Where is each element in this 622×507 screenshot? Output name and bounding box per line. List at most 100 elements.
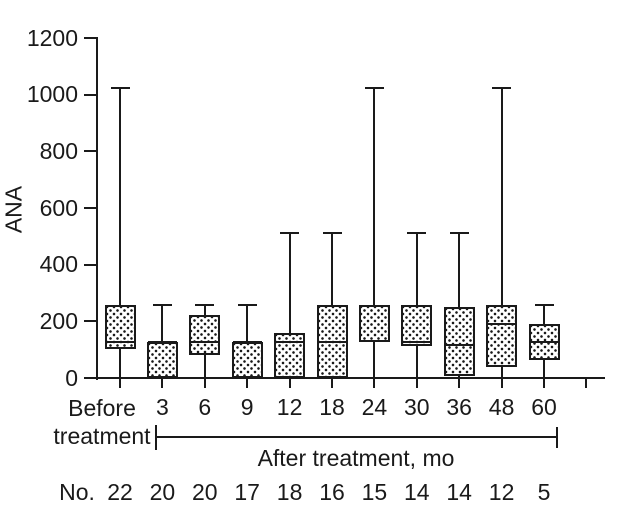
sample-size-value: 17 (234, 479, 260, 505)
upper-whisker-cap (492, 86, 512, 89)
upper-whisker-line (119, 87, 121, 306)
median-line (105, 340, 135, 343)
upper-whisker-cap (152, 304, 172, 307)
after-treatment-bracket-right-tick (556, 427, 558, 448)
upper-whisker-cap (280, 231, 300, 234)
y-axis-tick (84, 93, 97, 96)
upper-whisker-cap (195, 304, 215, 307)
median-line (190, 340, 220, 343)
median-line (147, 340, 177, 343)
median-line (232, 340, 262, 343)
median-line (359, 340, 389, 343)
x-axis-line (96, 377, 605, 379)
sample-size-value: 18 (276, 479, 303, 505)
y-tick-label: 600 (39, 194, 78, 221)
y-axis-tick (84, 377, 97, 379)
box-iqr (146, 341, 178, 378)
upper-whisker-cap (534, 304, 554, 307)
x-category-label: 12 (276, 394, 303, 420)
lower-whisker-line (415, 346, 418, 378)
sample-size-row-label: No. (59, 479, 95, 505)
median-line (275, 340, 305, 343)
box-iqr (443, 307, 475, 376)
x-axis-tick (161, 378, 164, 388)
sample-size-value: 20 (192, 479, 218, 505)
box-iqr (401, 305, 433, 347)
upper-whisker-cap (407, 231, 427, 234)
upper-whisker-line (373, 87, 376, 306)
median-line (444, 344, 474, 347)
y-axis-line (96, 37, 98, 380)
lower-whisker-line (543, 359, 545, 378)
y-tick-label: 800 (39, 137, 78, 164)
upper-whisker-line (161, 305, 164, 342)
x-axis-tick (415, 378, 418, 388)
upper-whisker-cap (322, 231, 342, 234)
upper-whisker-line (246, 305, 249, 342)
median-line (402, 340, 432, 343)
sample-size-value: 14 (446, 479, 472, 505)
box-iqr (104, 305, 136, 349)
lower-whisker-line (119, 348, 121, 378)
sample-size-value: 14 (404, 479, 430, 505)
x-axis-tick (331, 378, 333, 388)
y-tick-label: 0 (65, 364, 78, 391)
upper-whisker-cap (364, 86, 384, 89)
box-iqr (358, 305, 390, 342)
x-axis-tick (246, 378, 249, 388)
y-axis-tick (84, 263, 97, 266)
upper-whisker-cap (449, 231, 469, 234)
box-iqr (486, 305, 518, 367)
median-line (487, 322, 517, 325)
x-category-label: 60 (531, 394, 557, 420)
y-axis-tick (84, 37, 97, 39)
upper-whisker-line (331, 232, 333, 306)
upper-whisker-line (543, 305, 545, 324)
x-category-label: 48 (488, 394, 515, 420)
box-iqr (189, 314, 221, 356)
x-category-label: 36 (446, 394, 472, 420)
x-axis-tick (458, 378, 461, 388)
y-tick-label: 400 (39, 251, 78, 278)
sample-size-value: 22 (107, 479, 133, 505)
y-axis-tick (84, 150, 97, 153)
x-axis-tick (119, 378, 121, 388)
y-tick-label: 1000 (26, 81, 78, 108)
y-tick-label: 1200 (26, 24, 78, 51)
box-iqr (274, 332, 306, 378)
sample-size-value: 20 (149, 479, 176, 505)
y-tick-label: 200 (39, 307, 78, 334)
x-category-label: 18 (319, 394, 345, 420)
x-category-label: 6 (198, 394, 212, 420)
x-category-label: 3 (155, 394, 169, 420)
x-axis-tick (543, 378, 545, 388)
lower-whisker-line (373, 341, 376, 378)
upper-whisker-line (458, 232, 461, 308)
lower-whisker-line (458, 375, 461, 378)
sample-size-value: 16 (319, 479, 345, 505)
x-category-label: Before treatment (53, 395, 151, 449)
x-category-label: 30 (404, 394, 430, 420)
sample-size-value: 12 (488, 479, 515, 505)
lower-whisker-line (203, 355, 206, 378)
lower-whisker-line (500, 366, 503, 378)
upper-whisker-line (203, 305, 206, 315)
median-line (317, 340, 347, 343)
x-category-label: 9 (240, 394, 254, 420)
sample-size-value: 15 (361, 479, 388, 505)
x-axis-tick (373, 378, 376, 388)
box-iqr (231, 341, 263, 378)
after-treatment-bracket-line (156, 436, 558, 438)
x-axis-group-label: After treatment, mo (257, 445, 455, 471)
median-line (529, 340, 559, 343)
upper-whisker-cap (237, 304, 257, 307)
x-axis-tick (288, 378, 291, 388)
y-axis-tick (84, 320, 97, 323)
x-axis-tick (585, 378, 588, 388)
upper-whisker-cap (110, 86, 130, 89)
upper-whisker-line (288, 232, 291, 333)
x-category-label: 24 (361, 394, 388, 420)
sample-size-value: 5 (537, 479, 551, 505)
